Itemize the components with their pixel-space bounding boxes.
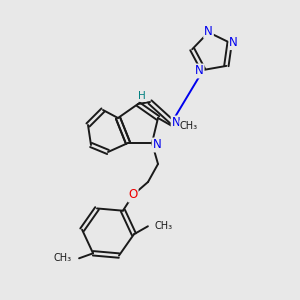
Text: CH₃: CH₃ (155, 221, 173, 231)
Text: CH₃: CH₃ (54, 253, 72, 263)
Text: N: N (204, 25, 213, 38)
Text: N: N (153, 139, 161, 152)
Text: O: O (128, 188, 138, 202)
Text: N: N (195, 64, 204, 77)
Text: N: N (229, 36, 238, 49)
Text: H: H (138, 91, 146, 101)
Text: CH₃: CH₃ (180, 121, 198, 131)
Text: N: N (172, 116, 180, 130)
